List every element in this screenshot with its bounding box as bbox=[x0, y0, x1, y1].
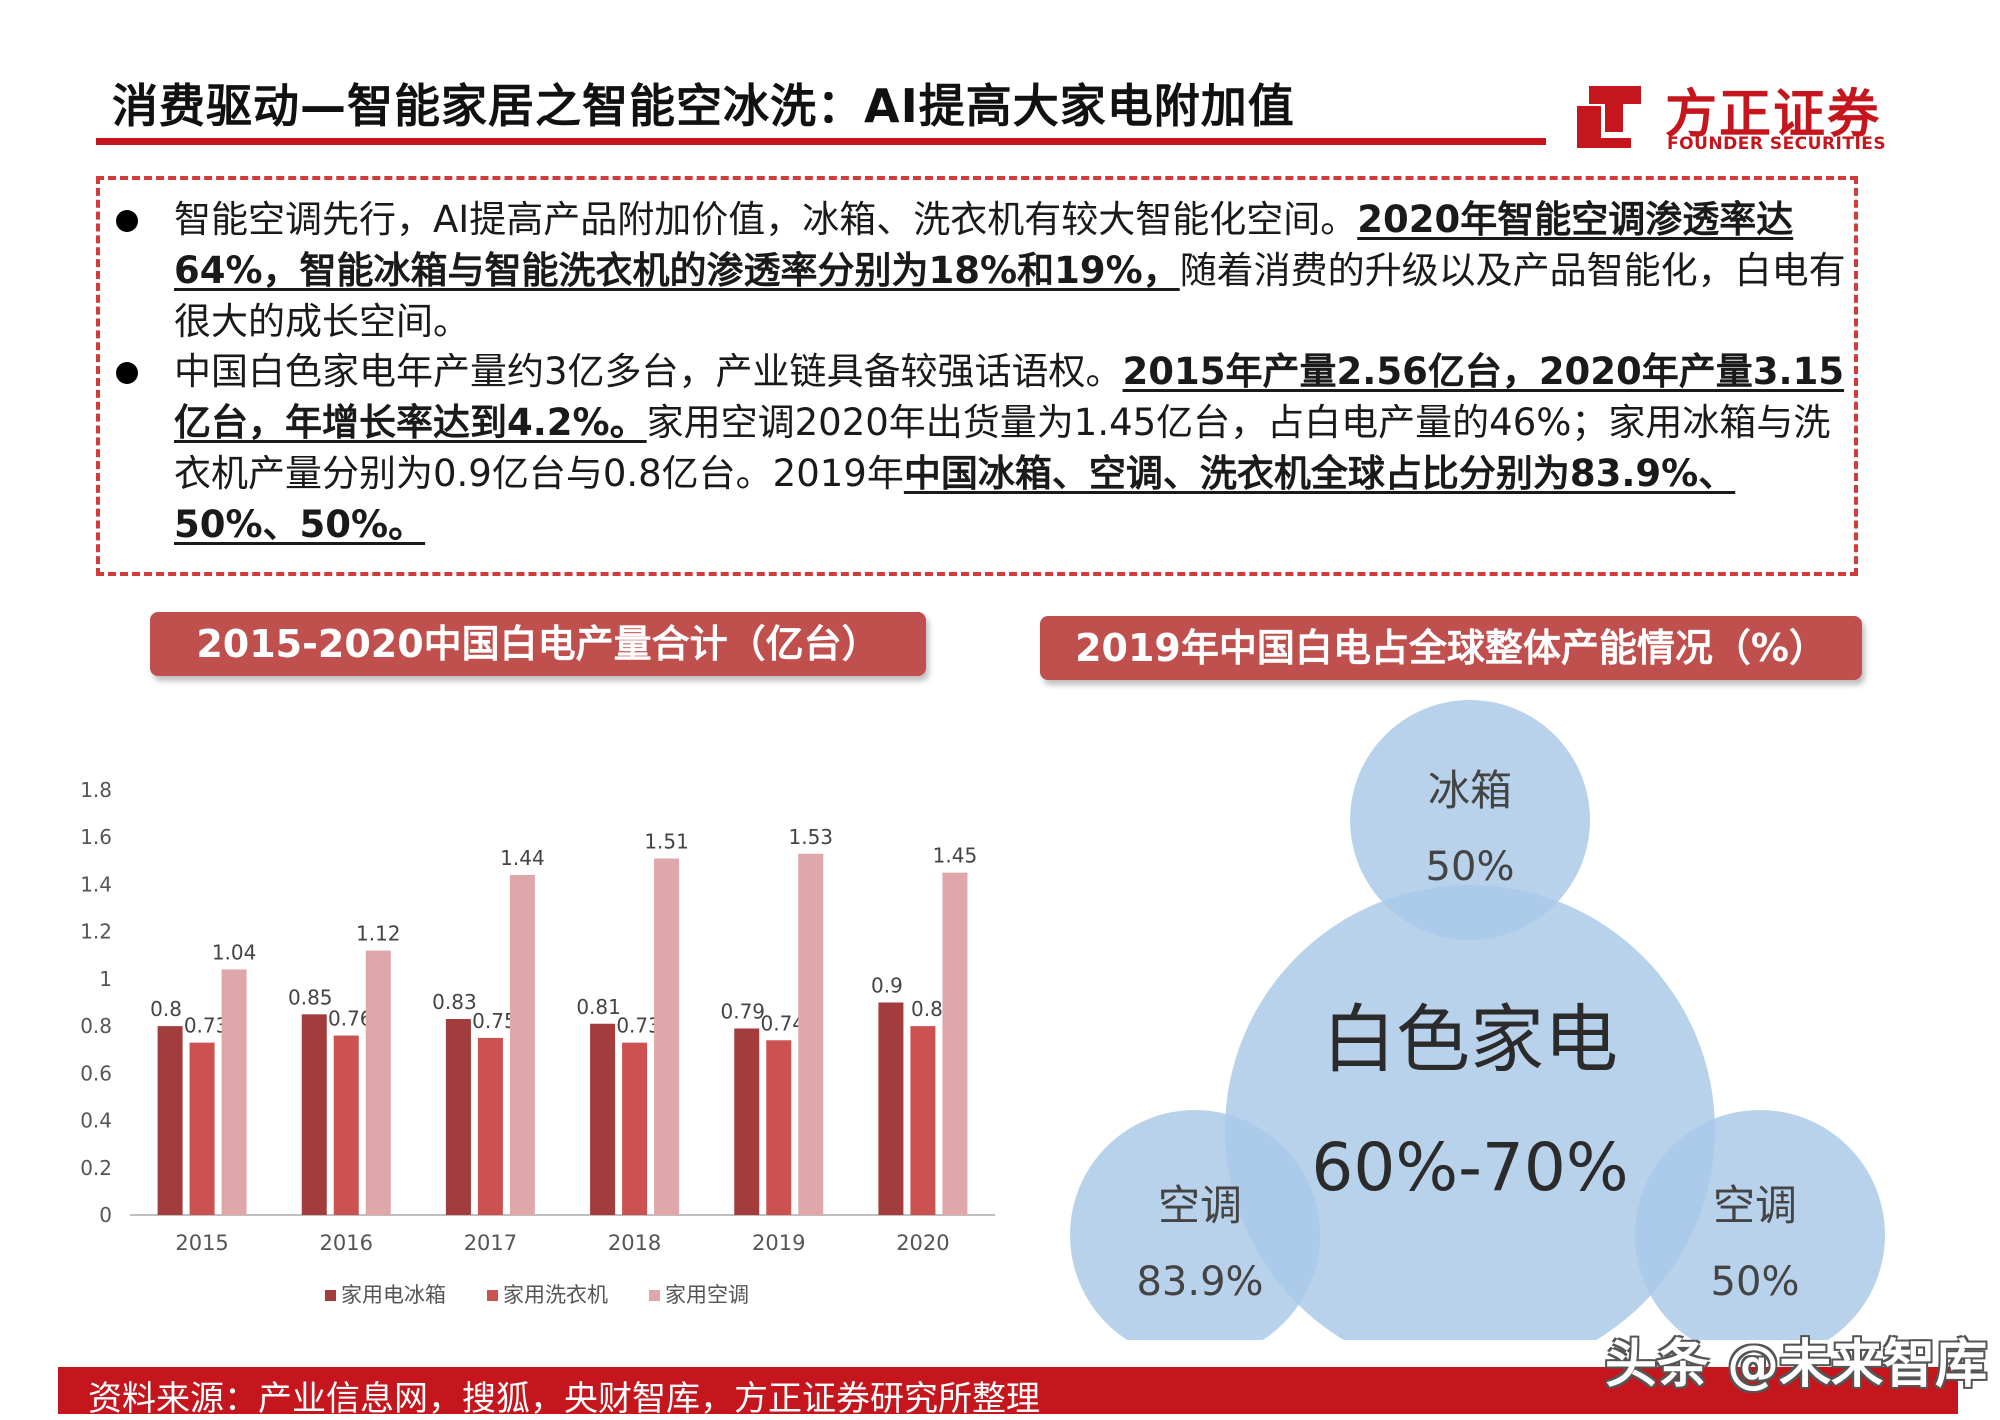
data-label: 0.75 bbox=[472, 1009, 517, 1033]
page-title: 消费驱动—智能家居之智能空冰洗：AI提高大家电附加值 bbox=[112, 79, 1295, 133]
bullet-1-highlight: 2020年智能空调渗透率达64%，智能冰箱与智能洗衣机的渗透率分别为18%和19… bbox=[174, 198, 1794, 292]
source-footer: 资料来源：产业信息网，搜狐，央财智库，方正证券研究所整理 bbox=[58, 1367, 1958, 1419]
venn-circle-left bbox=[1070, 1110, 1320, 1340]
data-label: 1.04 bbox=[212, 940, 257, 964]
y-tick-label: 1 bbox=[99, 967, 112, 991]
venn-center-value: 60%-70% bbox=[1311, 1129, 1628, 1206]
bar-2018-0 bbox=[590, 1023, 616, 1215]
global-share-title: 2019年中国白电占全球整体产能情况（%） bbox=[1040, 616, 1862, 680]
y-tick-label: 0.4 bbox=[80, 1109, 112, 1133]
data-label: 0.83 bbox=[432, 990, 477, 1014]
production-bar-chart: 00.20.40.60.811.21.41.61.80.80.731.04201… bbox=[80, 778, 995, 1307]
bullet-2-text: 中国白色家电年产量约3亿多台，产业链具备较强话语权。 bbox=[174, 350, 1123, 393]
y-tick-label: 1.8 bbox=[80, 778, 112, 802]
venn-right-value: 50% bbox=[1711, 1259, 1800, 1305]
bullet-2-text-mid: 家用空调2020年出货量为1.45亿台，占白电产量的46%；家用冰箱与洗衣机产量… bbox=[174, 401, 1831, 495]
data-label: 0.79 bbox=[720, 999, 765, 1023]
bullet-1-text: 智能空调先行，AI提高产品附加价值，冰箱、洗衣机有较大智能化空间。 bbox=[174, 198, 1358, 241]
data-label: 1.53 bbox=[788, 825, 833, 849]
bar-2016-2 bbox=[365, 950, 391, 1215]
data-label: 0.73 bbox=[616, 1014, 661, 1038]
bar-2016-0 bbox=[301, 1014, 327, 1215]
production-chart-title: 2015-2020中国白电产量合计（亿台） bbox=[150, 612, 926, 676]
data-label: 0.81 bbox=[576, 995, 621, 1019]
data-label: 0.8 bbox=[911, 997, 943, 1021]
venn-top-value: 50% bbox=[1426, 844, 1515, 890]
bar-2015-0 bbox=[157, 1026, 183, 1215]
venn-left-value: 83.9% bbox=[1136, 1259, 1263, 1305]
legend-label: 家用空调 bbox=[665, 1283, 749, 1307]
bullet-2-highlight-end: 中国冰箱、空调、洗衣机全球占比分别为83.9%、50%、50%。 bbox=[174, 452, 1736, 546]
data-label: 1.51 bbox=[644, 829, 689, 853]
source-note: 资料来源：产业信息网，搜狐，央财智库，方正证券研究所整理 bbox=[88, 1379, 1040, 1419]
bar-2020-1 bbox=[910, 1026, 936, 1215]
logo-chinese-name: 方正证券 bbox=[1665, 85, 1882, 145]
data-label: 0.85 bbox=[288, 985, 333, 1009]
x-tick-label: 2015 bbox=[175, 1231, 228, 1255]
x-tick-label: 2020 bbox=[896, 1231, 949, 1255]
y-tick-label: 1.2 bbox=[80, 920, 112, 944]
legend-swatch bbox=[649, 1290, 660, 1301]
legend-label: 家用电冰箱 bbox=[341, 1283, 446, 1307]
bar-2015-1 bbox=[189, 1042, 215, 1215]
legend-label: 家用洗衣机 bbox=[503, 1283, 608, 1307]
bar-2016-1 bbox=[333, 1035, 359, 1215]
title-divider bbox=[96, 138, 1546, 145]
y-tick-label: 0.8 bbox=[80, 1014, 112, 1038]
logo-english-name: FOUNDER SECURITIES bbox=[1667, 134, 1887, 154]
data-label: 1.45 bbox=[933, 844, 978, 868]
data-label: 0.9 bbox=[871, 974, 903, 998]
bullet-point-1: 智能空调先行，AI提高产品附加价值，冰箱、洗衣机有较大智能化空间。2020年智能… bbox=[116, 194, 1848, 347]
bar-2019-2 bbox=[798, 853, 824, 1215]
data-label: 1.44 bbox=[500, 846, 545, 870]
watermark: 头条 @未来智库 bbox=[1605, 1335, 1988, 1395]
venn-circle-center bbox=[1225, 885, 1715, 1340]
y-tick-label: 0 bbox=[99, 1203, 112, 1227]
bar-2019-0 bbox=[734, 1028, 760, 1215]
key-points-box: 智能空调先行，AI提高产品附加价值，冰箱、洗衣机有较大智能化空间。2020年智能… bbox=[96, 176, 1858, 576]
global-share-diagram: 白色家电 60%-70% 冰箱 50% 空调 83.9% 空调 50% bbox=[1070, 700, 1885, 1340]
bar-2017-1 bbox=[477, 1037, 503, 1215]
bullet-dot-icon bbox=[116, 362, 138, 384]
bar-2015-2 bbox=[221, 969, 247, 1215]
x-tick-label: 2018 bbox=[608, 1231, 661, 1255]
data-label: 0.74 bbox=[760, 1011, 805, 1035]
venn-right-label: 空调 bbox=[1713, 1181, 1797, 1230]
venn-circle-top bbox=[1350, 700, 1590, 940]
y-tick-label: 1.6 bbox=[80, 825, 112, 849]
company-logo: 方正证券 FOUNDER SECURITIES bbox=[1575, 72, 1895, 162]
venn-top-label: 冰箱 bbox=[1428, 766, 1512, 815]
bar-2020-2 bbox=[942, 872, 968, 1215]
venn-circle-right bbox=[1635, 1110, 1885, 1340]
y-tick-label: 0.2 bbox=[80, 1156, 112, 1180]
bullet-2-highlight: 2015年产量2.56亿台，2020年产量3.15亿台，年增长率达到4.2%。 bbox=[174, 350, 1845, 444]
x-tick-label: 2019 bbox=[752, 1231, 805, 1255]
bullet-dot-icon bbox=[116, 210, 138, 232]
bar-2018-1 bbox=[622, 1042, 648, 1215]
legend-swatch bbox=[487, 1290, 498, 1301]
bar-2019-1 bbox=[766, 1040, 792, 1215]
data-label: 1.12 bbox=[356, 922, 401, 946]
data-label: 0.8 bbox=[150, 997, 182, 1021]
venn-center-label: 白色家电 bbox=[1322, 997, 1618, 1083]
founder-logo-icon bbox=[1577, 86, 1641, 148]
data-label: 0.76 bbox=[328, 1007, 373, 1031]
y-tick-label: 0.6 bbox=[80, 1061, 112, 1085]
x-tick-label: 2016 bbox=[320, 1231, 373, 1255]
bullet-point-2: 中国白色家电年产量约3亿多台，产业链具备较强话语权。2015年产量2.56亿台，… bbox=[116, 346, 1848, 550]
y-tick-label: 1.4 bbox=[80, 872, 112, 896]
bar-2017-2 bbox=[509, 875, 535, 1215]
bullet-1-text-end: 随着消费的升级以及产品智能化，白电有很大的成长空间。 bbox=[174, 249, 1846, 343]
legend-swatch bbox=[325, 1290, 336, 1301]
bar-2017-0 bbox=[445, 1019, 471, 1215]
venn-left-label: 空调 bbox=[1158, 1181, 1242, 1230]
x-tick-label: 2017 bbox=[464, 1231, 517, 1255]
bar-2020-0 bbox=[878, 1002, 904, 1215]
data-label: 0.73 bbox=[184, 1014, 229, 1038]
bar-2018-2 bbox=[654, 858, 680, 1215]
